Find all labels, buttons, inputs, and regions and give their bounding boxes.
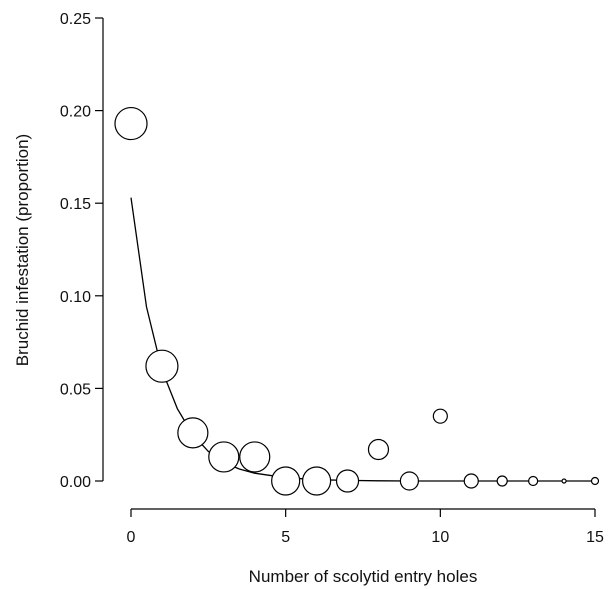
data-point xyxy=(177,417,209,449)
data-point xyxy=(399,471,419,491)
axes: 0.00 0.05 0.10 0.15 0.20 0.25 0 5 10 15 xyxy=(60,11,604,546)
data-points xyxy=(114,106,600,496)
data-point xyxy=(367,438,390,461)
x-axis-title: Number of scolytid entry holes xyxy=(249,567,478,586)
y-tick-label: 0.00 xyxy=(60,474,91,491)
data-point xyxy=(463,473,479,489)
y-tick-label: 0.20 xyxy=(60,104,91,121)
x-tick-label: 5 xyxy=(281,529,290,546)
y-axis-title: Bruchid infestation (proportion) xyxy=(13,134,32,366)
data-point xyxy=(239,441,271,473)
x-tick-label: 0 xyxy=(127,529,136,546)
data-point xyxy=(432,408,448,424)
fit-curve xyxy=(130,197,595,482)
y-tick-label: 0.05 xyxy=(60,381,91,398)
data-point xyxy=(114,106,148,141)
data-point xyxy=(496,475,508,487)
y-tick-label: 0.25 xyxy=(60,11,91,28)
data-point xyxy=(302,466,332,496)
y-tick-label: 0.15 xyxy=(60,196,91,213)
data-point xyxy=(561,478,567,484)
data-point xyxy=(208,441,240,473)
data-point xyxy=(145,349,179,383)
x-tick-label: 10 xyxy=(431,529,449,546)
data-point xyxy=(271,466,301,496)
data-point xyxy=(528,475,539,487)
data-point xyxy=(590,476,600,486)
y-tick-label: 0.10 xyxy=(60,289,91,306)
x-tick-label: 15 xyxy=(586,529,604,546)
data-point xyxy=(335,469,360,493)
